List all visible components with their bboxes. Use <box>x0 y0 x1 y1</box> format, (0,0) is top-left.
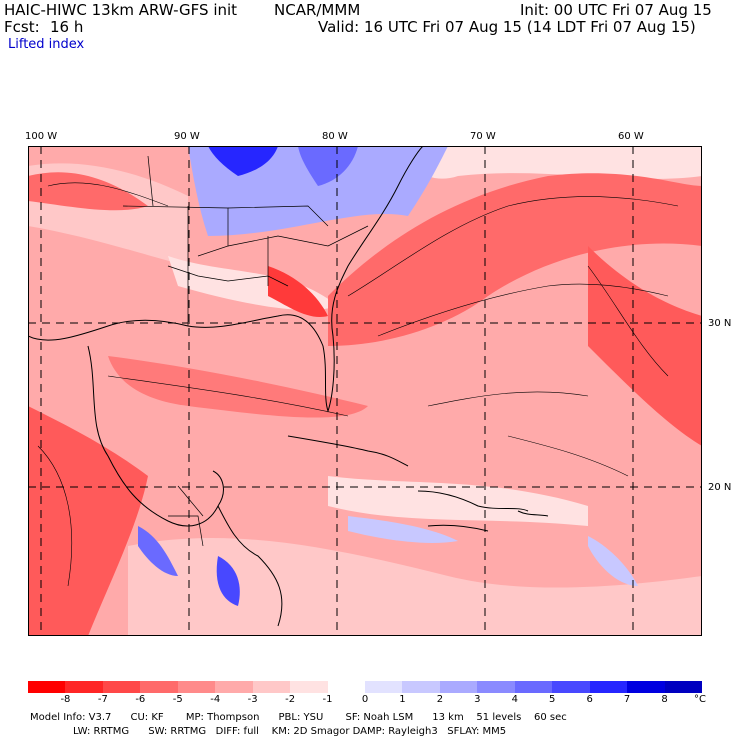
colorbar-tick: 2 <box>436 694 444 705</box>
lon-label-90w: 90 W <box>174 131 200 142</box>
colorbar-tick: -7 <box>97 694 108 705</box>
pale-region-northeast <box>378 146 702 179</box>
colorbar-segment <box>252 681 291 693</box>
valid-time: Valid: 16 UTC Fri 07 Aug 15 (14 LDT Fri … <box>318 18 696 36</box>
pale-region-caribbean <box>128 537 702 636</box>
red-band-atlantic <box>328 173 702 346</box>
model-info-line2: LW: RRTMG SW: RRTMG DIFF: full KM: 2D Sm… <box>73 726 507 737</box>
lat-lon-grid <box>28 146 702 636</box>
lon-label-100w: 100 W <box>25 131 58 142</box>
red-region-mexico <box>28 406 148 636</box>
colorbar-segment <box>102 681 141 693</box>
contours <box>37 182 679 587</box>
colorbar-tick: 4 <box>511 694 518 705</box>
colorbar-segment <box>664 681 703 693</box>
state-borders <box>122 155 369 547</box>
red-band-gulf-south <box>108 356 368 418</box>
colorbar-segment <box>28 681 66 693</box>
blue-core-north <box>208 146 278 176</box>
blue-patch-east <box>588 536 638 586</box>
lat-label-20n: 20 N <box>708 482 732 493</box>
colorbar-tick: 3 <box>474 694 481 705</box>
colorbar-tick: 0 <box>361 694 369 705</box>
blue-core-northeast <box>298 146 358 186</box>
blue-region-central-america-1 <box>138 526 178 576</box>
pale-band-south <box>328 476 588 526</box>
colorbar-segment <box>365 681 403 693</box>
lat-label-30n: 30 N <box>708 318 732 329</box>
colorbar-segment <box>514 681 553 693</box>
model-title: HAIC-HIWC 13km ARW-GFS init <box>4 1 238 19</box>
colorbar-segment <box>439 681 478 693</box>
colorbar-tick: -3 <box>247 694 258 705</box>
colorbar-tick: 5 <box>549 694 556 705</box>
colorbar-tick: 7 <box>623 694 631 705</box>
lon-label-70w: 70 W <box>470 131 496 142</box>
blue-patch-caribbean <box>348 516 458 543</box>
colorbar <box>28 681 703 693</box>
colorbar-segment <box>215 681 254 693</box>
colorbar-segment <box>552 681 591 693</box>
colorbar-tick: -1 <box>322 694 333 705</box>
colorbar-segment <box>177 681 216 693</box>
colorbar-segment <box>627 681 666 693</box>
org-label: NCAR/MMM <box>274 1 361 19</box>
colorbar-unit: °C <box>694 694 706 705</box>
forecast-hour: 16 h <box>50 18 84 36</box>
colorbar-tick: -8 <box>60 694 71 705</box>
colorbar-segment <box>65 681 104 693</box>
colorbar-tick: 6 <box>586 694 593 705</box>
colorbar-tick: -4 <box>210 694 221 705</box>
colorbar-tick: 1 <box>399 694 406 705</box>
colorbar-tick: 8 <box>661 694 668 705</box>
colorbar-tick: -6 <box>135 694 146 705</box>
colorbar-segment <box>477 681 516 693</box>
forecast-label: Fcst: <box>4 18 40 36</box>
colorbar-tick: -5 <box>172 694 183 705</box>
model-info-line1: Model Info: V3.7 CU: KF MP: Thompson PBL… <box>30 712 567 723</box>
colorbar-segment <box>327 681 366 693</box>
colorbar-segment <box>589 681 628 693</box>
init-time: Init: 00 UTC Fri 07 Aug 15 <box>520 1 712 19</box>
colorbar-segment <box>402 681 441 693</box>
coastlines <box>28 146 549 627</box>
red-core-florida <box>268 266 328 317</box>
red-band-texas <box>28 172 148 211</box>
red-region-east <box>588 246 702 446</box>
colorbar-tick: -2 <box>285 694 296 705</box>
colorbar-segment <box>140 681 179 693</box>
blue-region-central-america-2 <box>216 556 240 606</box>
colorbar-segment <box>290 681 329 693</box>
map-border <box>28 146 702 636</box>
lon-label-80w: 80 W <box>322 131 348 142</box>
field-name: Lifted index <box>8 37 85 52</box>
lon-label-60w: 60 W <box>618 131 644 142</box>
lifted-index-map <box>28 146 702 636</box>
